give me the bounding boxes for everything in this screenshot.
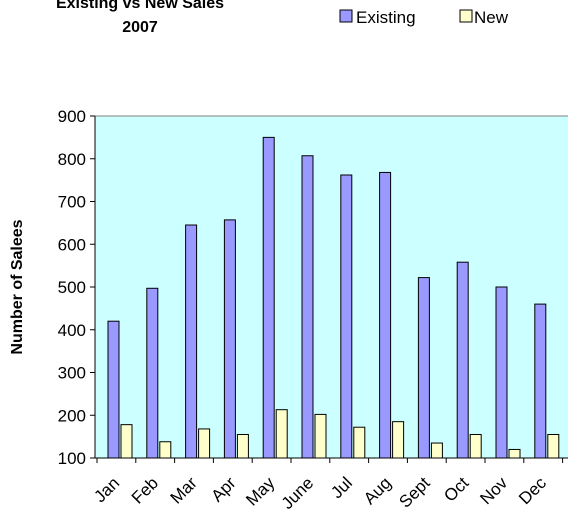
bar-new-feb <box>159 441 172 459</box>
y-tick-label: 500 <box>58 278 86 297</box>
bar-new-jan <box>120 424 133 459</box>
bar-new-jul <box>353 426 366 459</box>
bar-existing-jul <box>340 174 353 459</box>
legend-label-existing: Existing <box>356 8 416 27</box>
bar-existing-aug <box>379 171 392 459</box>
x-tick-label-nov: Nov <box>476 473 511 508</box>
bar-existing-nov <box>495 286 508 459</box>
x-tick-label-jul: Jul <box>327 473 356 502</box>
x-tick-label-mar: Mar <box>167 473 201 507</box>
bar-new-oct <box>469 433 482 459</box>
x-tick-label-feb: Feb <box>128 473 162 507</box>
legend-label-new: New <box>474 8 509 27</box>
x-tick-label-june: June <box>278 473 318 513</box>
bar-existing-dec <box>534 303 547 459</box>
bar-existing-feb <box>146 287 159 459</box>
bar-existing-jan <box>107 320 120 459</box>
y-ticks-group: 100 200 300 400 500 600 700 800 900 <box>58 107 95 468</box>
y-tick-label: 900 <box>58 107 86 126</box>
bar-new-sept <box>430 442 443 459</box>
x-tick-label-jan: Jan <box>90 473 123 506</box>
plot-area <box>94 115 568 459</box>
y-tick-label: 800 <box>58 150 86 169</box>
bar-existing-apr <box>223 219 236 459</box>
bar-existing-sept <box>417 277 430 459</box>
bar-new-nov <box>508 448 521 459</box>
bar-new-aug <box>392 421 405 459</box>
y-axis-label: Number of Salees <box>9 219 26 354</box>
x-tick-label-aug: Aug <box>360 473 395 508</box>
x-tick-label-oct: Oct <box>440 473 472 505</box>
bar-new-apr <box>236 433 249 459</box>
x-tick-label-dec: Dec <box>515 473 550 508</box>
y-tick-label: 400 <box>58 321 86 340</box>
bar-existing-oct <box>456 261 469 459</box>
bar-new-dec <box>547 433 560 459</box>
legend-swatch-existing <box>339 9 353 23</box>
x-ticks-group: Jan Feb Mar Apr May June Jul Aug Sept Oct Nov Dec <box>90 458 564 513</box>
x-tick-label-apr: Apr <box>207 473 239 505</box>
legend-swatch-new <box>459 9 473 23</box>
bar-existing-mar <box>185 224 198 459</box>
chart-title-line-2: 2007 <box>122 19 158 36</box>
y-tick-label: 100 <box>58 449 86 468</box>
y-tick-label: 600 <box>58 235 86 254</box>
x-tick-label-may: May <box>242 473 278 509</box>
y-tick-label: 200 <box>58 406 86 425</box>
bar-existing-june <box>301 155 314 459</box>
y-tick-label: 300 <box>58 364 86 383</box>
y-tick-label: 700 <box>58 193 86 212</box>
legend: Existing New <box>339 8 509 27</box>
x-tick-label-sept: Sept <box>395 473 433 511</box>
bar-existing-may <box>262 136 275 459</box>
bar-new-may <box>275 409 288 459</box>
bar-new-june <box>314 413 327 459</box>
chart-title-line-1: Existing vs New Sales <box>56 0 224 12</box>
bar-new-mar <box>198 428 211 459</box>
